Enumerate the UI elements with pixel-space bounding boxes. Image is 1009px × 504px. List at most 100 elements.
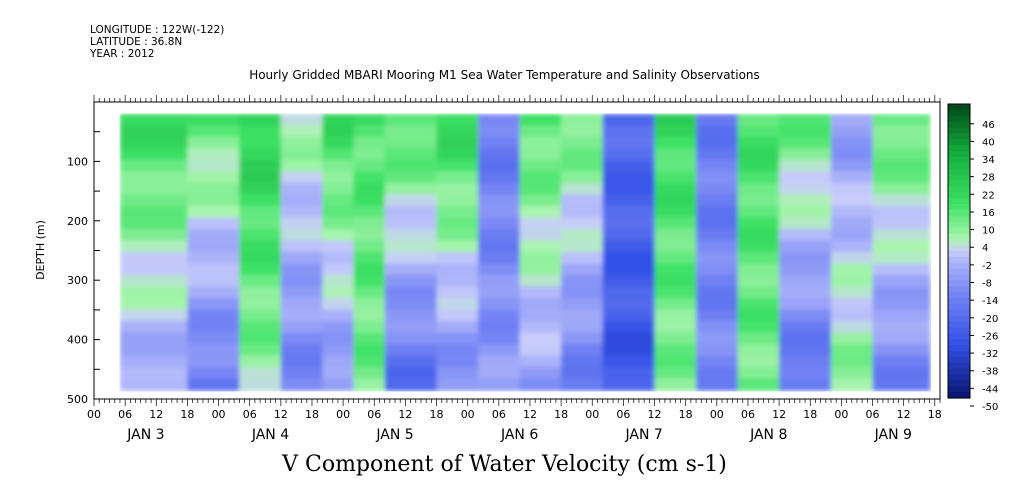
heatmap-cell [602, 217, 656, 230]
heatmap-cell [831, 378, 874, 392]
heatmap-cell [561, 136, 604, 150]
x-day-label: JAN 5 [375, 427, 413, 443]
heatmap-cell [519, 367, 563, 380]
x-hour-label: 12 [398, 408, 412, 421]
x-hour-label: 12 [648, 408, 662, 421]
heatmap-cell [872, 298, 931, 311]
x-hour-label: 18 [180, 408, 194, 421]
x-hour-label: 18 [928, 408, 942, 421]
heatmap-cell [119, 159, 189, 173]
heatmap-cell [322, 228, 355, 242]
heatmap-cell [831, 332, 874, 346]
heatmap-cell [353, 251, 386, 265]
heatmap-cell [696, 286, 739, 300]
heatmap-cell [119, 367, 189, 380]
x-hour-label: 06 [118, 408, 132, 421]
colorbar-swatch [948, 303, 970, 311]
heatmap-cell [280, 159, 324, 173]
heatmap-cell [779, 251, 833, 265]
heatmap-cell [478, 321, 521, 334]
heatmap-cell [872, 332, 931, 346]
heatmap-cell [280, 148, 324, 161]
colorbar-swatch [948, 115, 970, 123]
heatmap-cell [187, 171, 241, 184]
heatmap-cell [322, 240, 355, 253]
heatmap-cell [831, 321, 874, 334]
heatmap-cell [478, 263, 521, 277]
heatmap-cell [696, 113, 739, 127]
heatmap-cell [737, 113, 781, 127]
heatmap-cell [436, 286, 480, 300]
heatmap-cell [779, 263, 833, 277]
heatmap-cell [436, 355, 480, 369]
heatmap-cell [831, 228, 874, 242]
heatmap-cell [737, 171, 781, 184]
colorbar-swatch [948, 162, 970, 170]
heatmap-cell [779, 355, 833, 369]
colorbar-tick-label: 46 [982, 120, 995, 131]
x-hour-label: 00 [336, 408, 350, 421]
heatmap-cell [239, 136, 282, 150]
heatmap-cell [602, 113, 656, 127]
heatmap-cell [384, 344, 438, 357]
heatmap-cell [696, 228, 739, 242]
colorbar-swatch [948, 251, 970, 258]
x-hour-label: 18 [679, 408, 693, 421]
colorbar-swatch [948, 356, 970, 364]
colorbar-swatch [948, 203, 970, 211]
heatmap-cell [353, 367, 386, 380]
x-hour-label: 06 [866, 408, 880, 421]
heatmap-cell [737, 125, 781, 138]
heatmap-cell [187, 332, 241, 346]
heatmap-cell [519, 332, 563, 346]
heatmap-cell [119, 240, 189, 253]
year-label: YEAR : 2012 [90, 48, 155, 60]
heatmap-cell [436, 275, 480, 288]
x-day-label: JAN 9 [874, 427, 912, 443]
heatmap-cell [280, 194, 324, 207]
colorbar-tick-label: -2 [982, 261, 992, 272]
heatmap-cell [654, 321, 698, 334]
x-day-label: JAN 8 [749, 427, 787, 443]
heatmap-cell [322, 251, 355, 265]
heatmap-cell [696, 263, 739, 277]
heatmap-cell [602, 182, 656, 196]
heatmap-cell [872, 205, 931, 219]
heatmap-cell [322, 344, 355, 357]
heatmap-cell [119, 217, 189, 230]
heatmap-cell [831, 251, 874, 265]
heatmap-cell [280, 367, 324, 380]
heatmap-cell [239, 194, 282, 207]
heatmap-cell [353, 217, 386, 230]
heatmap-cell [187, 355, 241, 369]
heatmap-cell [737, 194, 781, 207]
heatmap-cell [280, 205, 324, 219]
colorbar-swatch [948, 227, 970, 234]
heatmap-cell [353, 125, 386, 138]
heatmap-cell [602, 136, 656, 150]
heatmap-cell [239, 378, 282, 392]
heatmap-cell [280, 113, 324, 127]
heatmap-cell [561, 263, 604, 277]
heatmap-cell [602, 251, 656, 265]
heatmap-cell [654, 171, 698, 184]
heatmap-cell [280, 298, 324, 311]
heatmap-cell [779, 182, 833, 196]
x-hour-label: 00 [87, 408, 101, 421]
heatmap-cell [280, 171, 324, 184]
heatmap-cell [353, 240, 386, 253]
heatmap-cell [119, 171, 189, 184]
heatmap-cell [872, 309, 931, 323]
heatmap-cell [187, 194, 241, 207]
heatmap-cell [872, 228, 931, 242]
y-tick-label: 300 [67, 274, 88, 287]
colorbar-tick-label: -44 [982, 384, 998, 395]
heatmap-cell [384, 286, 438, 300]
heatmap-cell [561, 321, 604, 334]
heatmap-cell [696, 171, 739, 184]
heatmap-cell [654, 263, 698, 277]
heatmap-cell [561, 298, 604, 311]
heatmap-cells [119, 113, 931, 392]
heatmap-cell [353, 344, 386, 357]
heatmap-cell [561, 251, 604, 265]
